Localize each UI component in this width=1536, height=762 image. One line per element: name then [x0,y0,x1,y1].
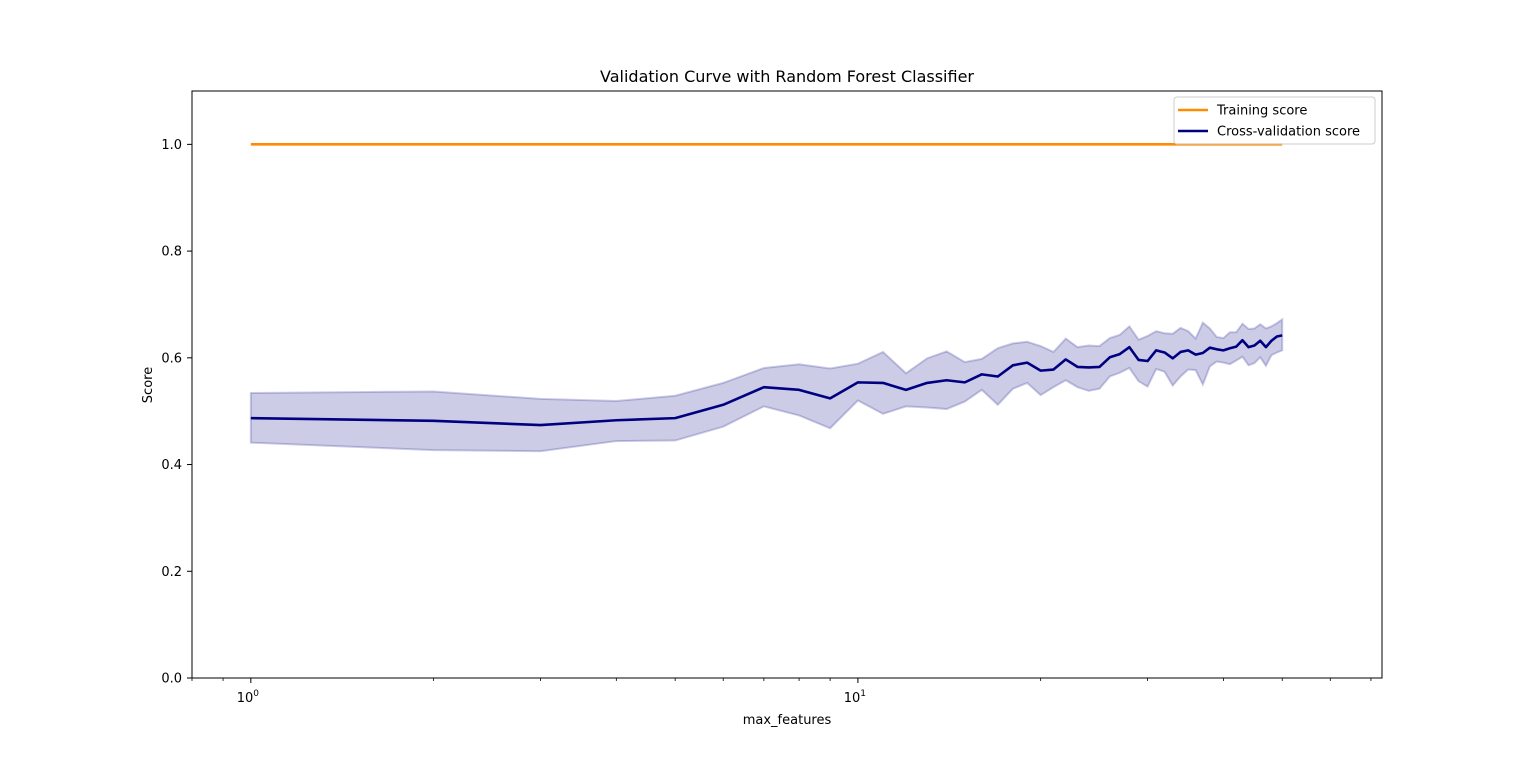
legend: Training score Cross-validation score [1173,96,1376,145]
y-axis-label: Score [141,367,156,403]
axes-frame [191,90,1383,679]
y-tick-label: 0.0 [161,672,182,687]
y-tick-label: 1.0 [161,138,182,153]
legend-label: Training score [1216,104,1307,119]
y-tick-label: 0.6 [161,351,182,366]
plot-area: 0.0 0.2 0.4 0.6 0.8 1.0 100 101 [161,90,1383,706]
legend-box [1173,96,1376,145]
x-tick-label: 100 [237,689,260,706]
cv-score-band [249,317,1284,453]
x-tick-label: 101 [844,689,866,706]
y-tick-label: 0.4 [161,458,182,473]
x-axis-label: max_features [743,713,832,728]
y-tick-label: 0.8 [161,245,182,260]
legend-label: Cross-validation score [1217,125,1360,140]
cv-score-line [250,334,1283,427]
y-tick-label: 0.2 [161,565,182,580]
chart-title: Validation Curve with Random Forest Clas… [600,67,974,86]
